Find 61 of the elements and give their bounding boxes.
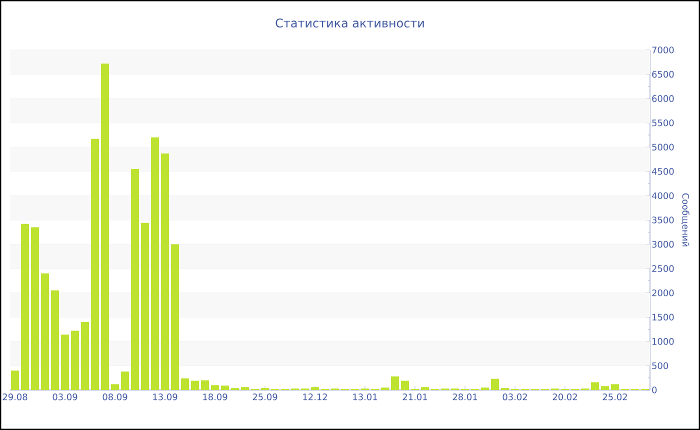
bar xyxy=(111,384,120,390)
bar xyxy=(161,153,170,390)
y-tick-label: 4500 xyxy=(652,168,674,175)
bar xyxy=(41,273,50,390)
y-tick-label: 3000 xyxy=(652,240,674,248)
bar xyxy=(191,380,200,390)
x-tick-label: 21.01 xyxy=(402,394,428,400)
bar xyxy=(51,290,60,390)
x-tick-label: 13.01 xyxy=(353,394,378,400)
bar xyxy=(171,244,180,390)
bar xyxy=(141,222,150,390)
y-tick-label: 1000 xyxy=(652,338,674,345)
bar xyxy=(391,376,400,390)
y-tick-label: 3500 xyxy=(652,216,674,224)
bar xyxy=(121,372,130,390)
bar xyxy=(101,64,110,390)
bar xyxy=(601,386,610,390)
chart-title: Статистика активности xyxy=(276,18,424,28)
y-tick-label: 1500 xyxy=(652,314,674,321)
bar xyxy=(421,387,430,390)
y-tick-label: 5500 xyxy=(652,119,674,126)
bar xyxy=(181,378,190,390)
bar xyxy=(241,387,250,390)
y-tick-label: 4000 xyxy=(652,192,674,200)
bar xyxy=(71,330,80,390)
x-tick-label: 25.02 xyxy=(602,394,627,400)
x-tick-label: 28.01 xyxy=(452,394,478,400)
bar xyxy=(31,227,40,390)
x-tick-label: 03.02 xyxy=(502,394,527,400)
bar xyxy=(81,322,90,390)
bar xyxy=(591,382,600,390)
bar xyxy=(151,137,160,390)
y-tick-label: 0 xyxy=(652,386,657,394)
bar xyxy=(221,386,230,390)
bar xyxy=(11,370,20,390)
y-tick-label: 6500 xyxy=(652,70,674,78)
y-axis-title: Сообщений xyxy=(681,193,690,246)
y-tick-label: 2500 xyxy=(652,265,674,272)
x-tick-label: 03.09 xyxy=(52,394,78,400)
y-tick-label: 500 xyxy=(652,362,668,370)
y-tick-label: 7000 xyxy=(652,46,674,54)
x-tick-label: 18.09 xyxy=(203,394,228,400)
y-tick-label: 2000 xyxy=(652,289,674,296)
bar xyxy=(491,378,500,390)
bar xyxy=(611,384,620,390)
bar xyxy=(201,380,210,390)
x-tick-label: 29.08 xyxy=(2,394,28,400)
bar xyxy=(311,387,320,390)
x-tick-label: 13.09 xyxy=(153,394,178,400)
bar xyxy=(21,224,30,390)
bar xyxy=(61,334,70,390)
x-tick-label: 20.02 xyxy=(552,394,577,400)
bar xyxy=(131,169,140,390)
bar xyxy=(91,138,100,390)
bar xyxy=(401,380,410,390)
y-tick-label: 5000 xyxy=(652,144,674,151)
x-tick-label: 08.09 xyxy=(102,394,128,400)
x-tick-label: 12.12 xyxy=(303,394,327,400)
x-tick-label: 25.09 xyxy=(252,394,278,400)
bar xyxy=(211,385,220,390)
y-tick-label: 6000 xyxy=(652,95,674,102)
